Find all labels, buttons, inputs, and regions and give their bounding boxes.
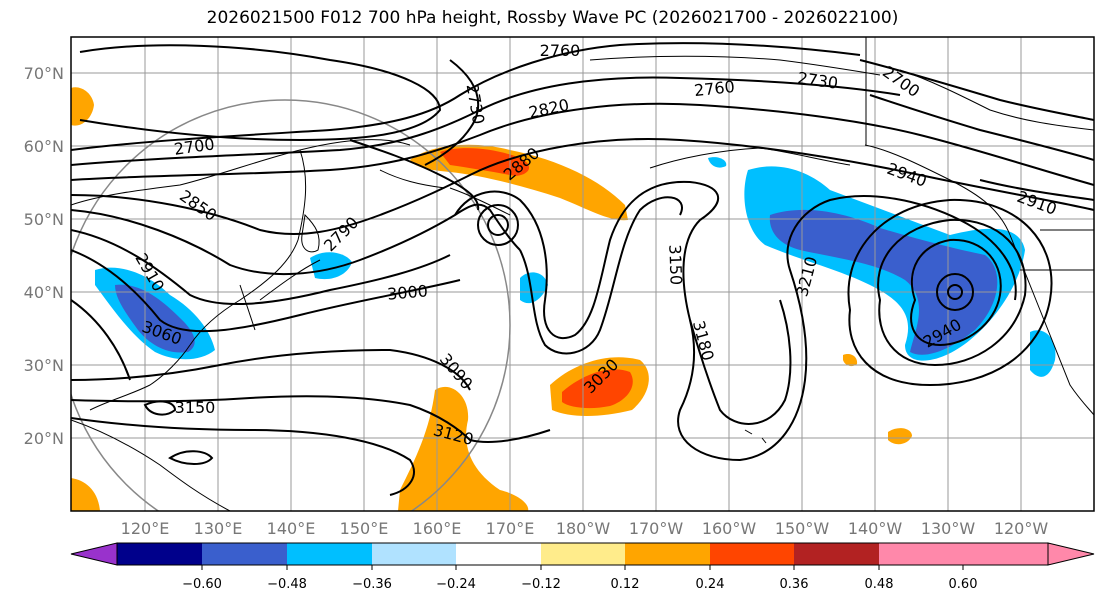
longitude-axis: 120°E 130°E 140°E 150°E 160°E 170°E 180°… [121,519,1049,538]
lat-label: 60°N [24,137,64,156]
map-title: 2026021500 F012 700 hPa height, Rossby W… [206,8,899,28]
lon-label: 120°E [121,519,170,538]
map-frame [70,36,1095,512]
anomaly-positive-region [843,354,858,367]
colorbar-segment [625,543,710,565]
lat-label: 30°N [24,356,64,375]
colorbar-segment [879,543,963,565]
lon-label: 180°W [556,519,611,538]
colorbar-right-outline [1047,542,1095,566]
height-contours [71,42,1094,496]
colorbar-tick: −0.24 [436,577,476,592]
anomaly-positive-region [71,478,100,511]
contour-label: 3000 [386,281,428,303]
lon-label: 130°E [194,519,243,538]
colorbar-segment [372,543,456,565]
colorbar-tick: 0.12 [611,577,640,592]
lat-label: 50°N [24,210,64,229]
lon-label: 150°E [340,519,389,538]
colorbar-segment [541,543,625,565]
anomaly-positive-region [562,369,633,409]
colorbar-tick: −0.12 [521,577,561,592]
colorbar-segment [287,543,372,565]
lat-label: 70°N [24,64,64,83]
lon-label: 160°W [702,519,757,538]
lat-label: 40°N [24,283,64,302]
colorbar-tick: −0.48 [267,577,307,592]
anomaly-negative-region [115,284,195,353]
contour-label: 3150 [175,398,216,417]
colorbar-right-extension [963,543,1094,565]
lon-label: 150°W [775,519,830,538]
lat-label: 20°N [24,429,64,448]
colorbar-tick: 0.24 [696,577,725,592]
lon-label: 140°E [267,519,316,538]
lon-label: 160°E [413,519,462,538]
lon-label: 170°E [486,519,535,538]
contour-label: 2760 [693,77,735,100]
colorbar-tick: 0.36 [780,577,809,592]
colorbar-tick: 0.60 [949,577,978,592]
colorbar-tick: −0.36 [352,577,392,592]
colorbar-segment [202,543,287,565]
anomaly-shading [71,87,1056,511]
latitude-axis: 70°N 60°N 50°N 40°N 30°N 20°N [24,64,64,448]
lon-label: 120°W [994,519,1049,538]
anomaly-negative-region [708,157,727,168]
colorbar-tick: 0.48 [865,577,894,592]
anomaly-negative-region [520,272,548,304]
colorbar-segment [117,543,202,565]
colorbar-left-extension [70,542,118,566]
colorbar-tick: −0.60 [182,577,222,592]
anomaly-positive-region [71,87,94,126]
anomaly-positive-region [398,386,529,511]
graticule [71,37,1094,511]
lon-label: 140°W [848,519,903,538]
colorbar-segment [794,543,879,565]
lon-label: 170°W [629,519,684,538]
colorbar-segment [710,543,794,565]
colorbar: −0.60 −0.48 −0.36 −0.24 −0.12 0.12 0.24 … [70,542,1095,592]
anomaly-positive-region [440,148,530,176]
anomaly-positive-region [888,428,912,445]
anomaly-negative-region [310,252,352,280]
contour-label: 2760 [540,41,581,60]
anomaly-negative-region [769,209,998,355]
lon-label: 130°W [921,519,976,538]
contour-label: 3150 [665,244,685,285]
range-ring [71,99,511,511]
colorbar-segment [456,543,541,565]
